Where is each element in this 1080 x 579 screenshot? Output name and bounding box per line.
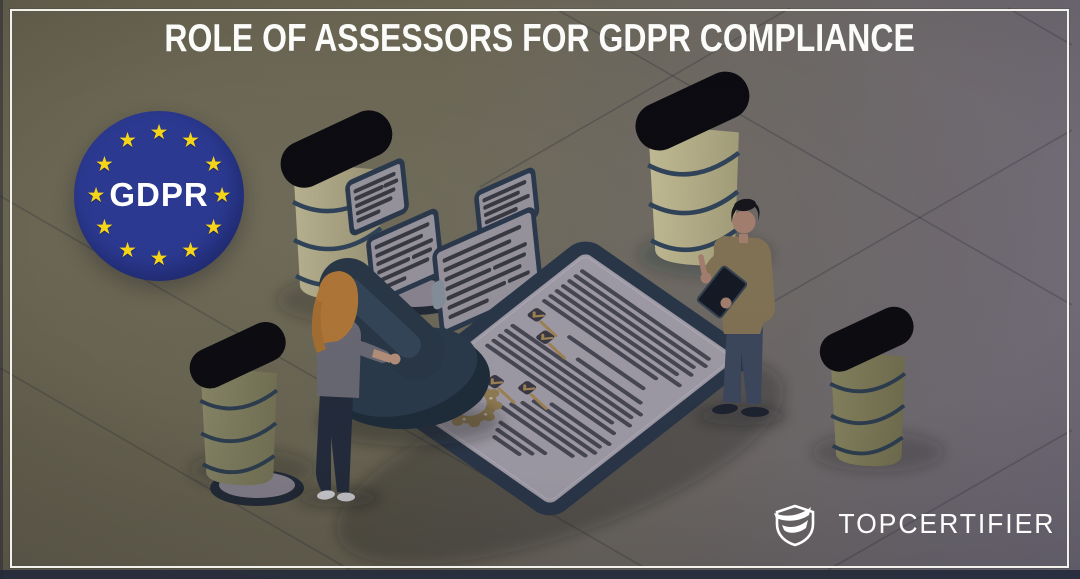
- gdpr-eu-badge: ★ ★ ★ ★ ★ ★ ★ ★ ★ ★ ★ ★ GDPR: [74, 111, 244, 281]
- eu-star-icon: ★: [149, 246, 169, 270]
- bottom-dark-strip: [0, 570, 1080, 579]
- brand-logo: TOPCERTIFIER: [772, 501, 1055, 547]
- page-title: ROLE OF ASSESSORS FOR GDPR COMPLIANCE: [0, 19, 1080, 58]
- checkbox-with-tick: [527, 308, 558, 337]
- server-tower-top-right: [635, 71, 750, 266]
- eu-star-icon: ★: [212, 183, 232, 207]
- checkbox-with-tick: [536, 330, 567, 360]
- left-edge-shade: [0, 0, 3, 579]
- eu-star-icon: ★: [204, 151, 223, 176]
- checkbox-with-tick: [485, 374, 516, 404]
- eu-star-icon: ★: [181, 237, 200, 262]
- eu-star-icon: ★: [204, 214, 223, 239]
- shield-swoosh-icon: [773, 504, 814, 547]
- server-tower-right: [819, 306, 914, 467]
- page-title-text: ROLE OF ASSESSORS FOR GDPR COMPLIANCE: [164, 17, 916, 60]
- eu-star-icon: ★: [118, 237, 137, 262]
- floating-document-card: [345, 158, 409, 236]
- brand-name: TOPCERTIFIER: [838, 508, 1055, 539]
- eu-star-icon: ★: [95, 151, 114, 176]
- eu-star-icon: ★: [95, 214, 114, 239]
- eu-star-icon: ★: [118, 128, 137, 153]
- assessor-with-stamp: [296, 271, 401, 507]
- server-tower-bottom-left: [189, 321, 286, 486]
- eu-star-icon: ★: [181, 128, 200, 153]
- eu-star-icon: ★: [149, 120, 169, 144]
- checkbox-with-tick: [518, 381, 548, 410]
- gdpr-badge-label: GDPR: [109, 176, 209, 214]
- assessor-with-tablet: [696, 198, 788, 425]
- floating-document-card: [366, 208, 444, 304]
- eu-star-icon: ★: [86, 183, 106, 207]
